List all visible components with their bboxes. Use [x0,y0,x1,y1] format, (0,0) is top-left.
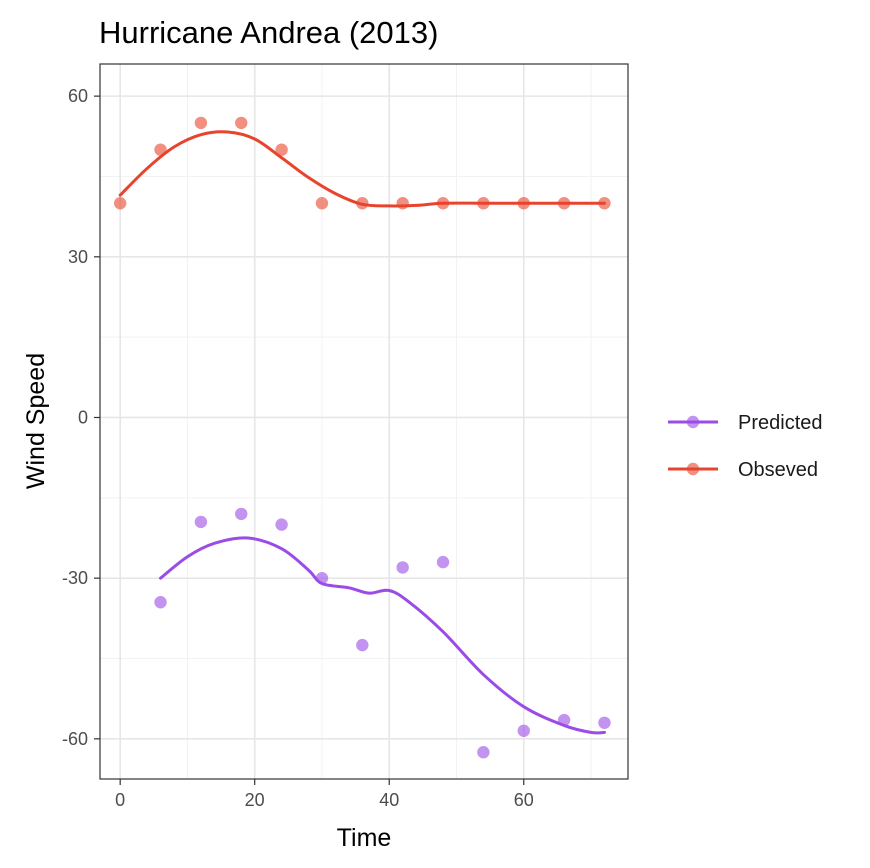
series-predicted [154,507,611,759]
y-tick-label: -30 [62,568,88,588]
chart-title: Hurricane Andrea (2013) [99,15,438,50]
x-axis-title: Time [337,824,392,852]
data-point-predicted [598,716,611,729]
data-point-predicted [235,507,248,521]
y-axis-title: Wind Speed [22,353,50,489]
y-tick-label: 30 [68,247,88,267]
data-point-obseved [396,197,409,210]
smooth-line-predicted [159,536,606,735]
data-point-predicted [517,724,530,737]
grid-minor [100,64,628,779]
x-tick-label: 20 [245,790,265,810]
y-tick-label: 60 [68,86,88,106]
data-point-obseved [113,197,127,210]
y-axis: -60 -30 0 30 60 [62,86,100,749]
data-point-obseved [194,116,208,130]
grid-major [100,64,628,779]
data-point-predicted [396,561,409,574]
data-point-obseved [235,116,248,130]
legend-item-obseved: Obseved [668,459,818,481]
x-tick-label: 0 [115,790,125,810]
series-obseved [113,116,611,210]
legend-key-point-predicted [686,415,700,429]
data-point-predicted [477,746,490,759]
data-point-obseved [275,143,288,156]
y-tick-label: 0 [78,407,88,427]
legend-label-predicted: Predicted [738,412,823,434]
series-layer [113,116,611,759]
data-point-predicted [154,596,167,609]
data-point-predicted [275,518,288,531]
data-point-predicted [194,515,208,529]
x-axis: 0 20 40 60 [115,779,534,810]
x-tick-label: 40 [379,790,399,810]
x-tick-label: 60 [514,790,534,810]
smooth-line-obseved [118,130,606,208]
legend-label-obseved: Obseved [738,459,818,481]
plot-panel-border [99,63,629,780]
data-point-predicted [436,555,450,569]
legend: Predicted Obseved [668,412,823,481]
data-point-obseved [315,197,329,210]
y-tick-label: -60 [62,729,88,749]
legend-item-predicted: Predicted [668,412,823,434]
data-point-predicted [356,638,369,652]
plot-panel-background [100,64,628,779]
legend-key-point-obseved [686,462,700,476]
plot-panel [99,63,629,780]
